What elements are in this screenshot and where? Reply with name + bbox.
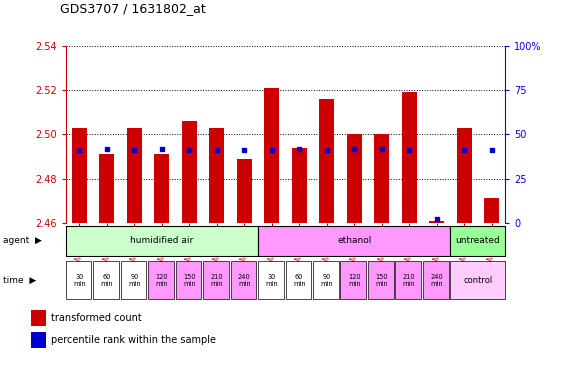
Bar <box>374 134 389 223</box>
Bar <box>423 262 449 300</box>
Bar <box>66 226 258 256</box>
Text: 150
min: 150 min <box>375 274 388 287</box>
Bar <box>127 128 142 223</box>
Bar <box>93 262 119 300</box>
Bar <box>319 99 334 223</box>
Bar <box>120 262 146 300</box>
Bar <box>401 93 417 223</box>
Text: GDS3707 / 1631802_at: GDS3707 / 1631802_at <box>60 2 206 15</box>
Text: 120
min: 120 min <box>348 274 360 287</box>
Bar <box>31 310 46 326</box>
Text: 150
min: 150 min <box>183 274 196 287</box>
Text: 120
min: 120 min <box>155 274 168 287</box>
Text: humidified air: humidified air <box>130 237 194 245</box>
Bar <box>292 147 307 223</box>
Text: 60
min: 60 min <box>100 274 113 287</box>
Bar <box>395 262 421 300</box>
Bar <box>286 262 311 300</box>
Bar <box>313 262 339 300</box>
Bar <box>148 262 174 300</box>
Text: 210
min: 210 min <box>211 274 223 287</box>
Text: untreated: untreated <box>456 237 500 245</box>
Bar <box>340 262 366 300</box>
Text: 30
min: 30 min <box>266 274 278 287</box>
Bar <box>347 134 362 223</box>
Bar <box>154 154 170 223</box>
Text: time  ▶: time ▶ <box>3 276 36 285</box>
Bar <box>368 262 394 300</box>
Bar <box>451 226 505 256</box>
Bar <box>182 121 197 223</box>
Bar <box>451 262 505 300</box>
Bar <box>264 88 279 223</box>
Bar <box>176 262 202 300</box>
Bar <box>429 220 444 223</box>
Bar <box>66 262 91 300</box>
Bar <box>457 128 472 223</box>
Bar <box>258 262 284 300</box>
Bar <box>203 262 229 300</box>
Text: 30
min: 30 min <box>73 274 86 287</box>
Text: agent  ▶: agent ▶ <box>3 237 42 245</box>
Text: 60
min: 60 min <box>293 274 305 287</box>
Bar <box>484 199 499 223</box>
Text: transformed count: transformed count <box>51 313 142 323</box>
Text: 240
min: 240 min <box>238 274 251 287</box>
Bar <box>99 154 114 223</box>
Bar <box>231 262 256 300</box>
Bar <box>72 128 87 223</box>
Text: 210
min: 210 min <box>403 274 416 287</box>
Bar <box>237 159 252 223</box>
Text: percentile rank within the sample: percentile rank within the sample <box>51 335 216 345</box>
Bar <box>209 128 224 223</box>
Text: 90
min: 90 min <box>128 274 140 287</box>
Text: 90
min: 90 min <box>320 274 333 287</box>
Text: control: control <box>463 276 492 285</box>
Bar <box>31 331 46 348</box>
Bar <box>258 226 451 256</box>
Text: ethanol: ethanol <box>337 237 371 245</box>
Text: 240
min: 240 min <box>431 274 443 287</box>
